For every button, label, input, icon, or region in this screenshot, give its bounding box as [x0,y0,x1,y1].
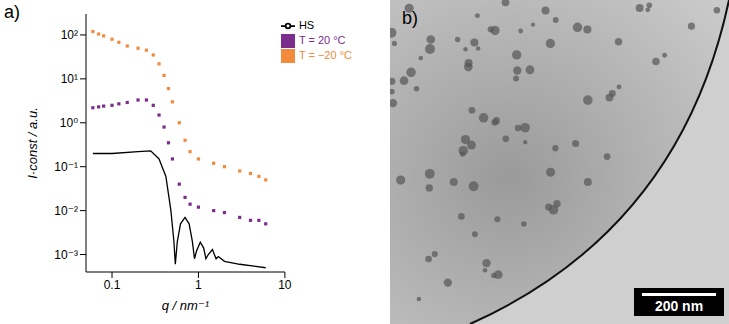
svg-text:200 nm: 200 nm [655,298,703,314]
svg-text:10⁰: 10⁰ [60,116,78,130]
svg-text:10¹: 10¹ [61,72,78,86]
html-text:T = −20 °C: T = −20 °C [298,49,352,62]
html-text:HS: HS [298,19,315,31]
html-text:T = 20 °C: T = 20 °C [298,34,346,47]
svg-text:b): b) [402,8,418,28]
svg-text:0.1: 0.1 [104,278,121,292]
svg-text:q / nm⁻¹: q / nm⁻¹ [162,298,210,313]
svg-text:10⁻³: 10⁻³ [54,248,78,262]
svg-text:10²: 10² [61,28,78,42]
html-text:a): a) [4,2,20,22]
svg-text:1: 1 [195,278,202,292]
svg-text:10⁻¹: 10⁻¹ [54,160,78,174]
svg-text:I·const / a.u.: I·const / a.u. [25,107,40,179]
svg-text:10⁻²: 10⁻² [54,204,78,218]
svg-text:10: 10 [278,278,292,292]
